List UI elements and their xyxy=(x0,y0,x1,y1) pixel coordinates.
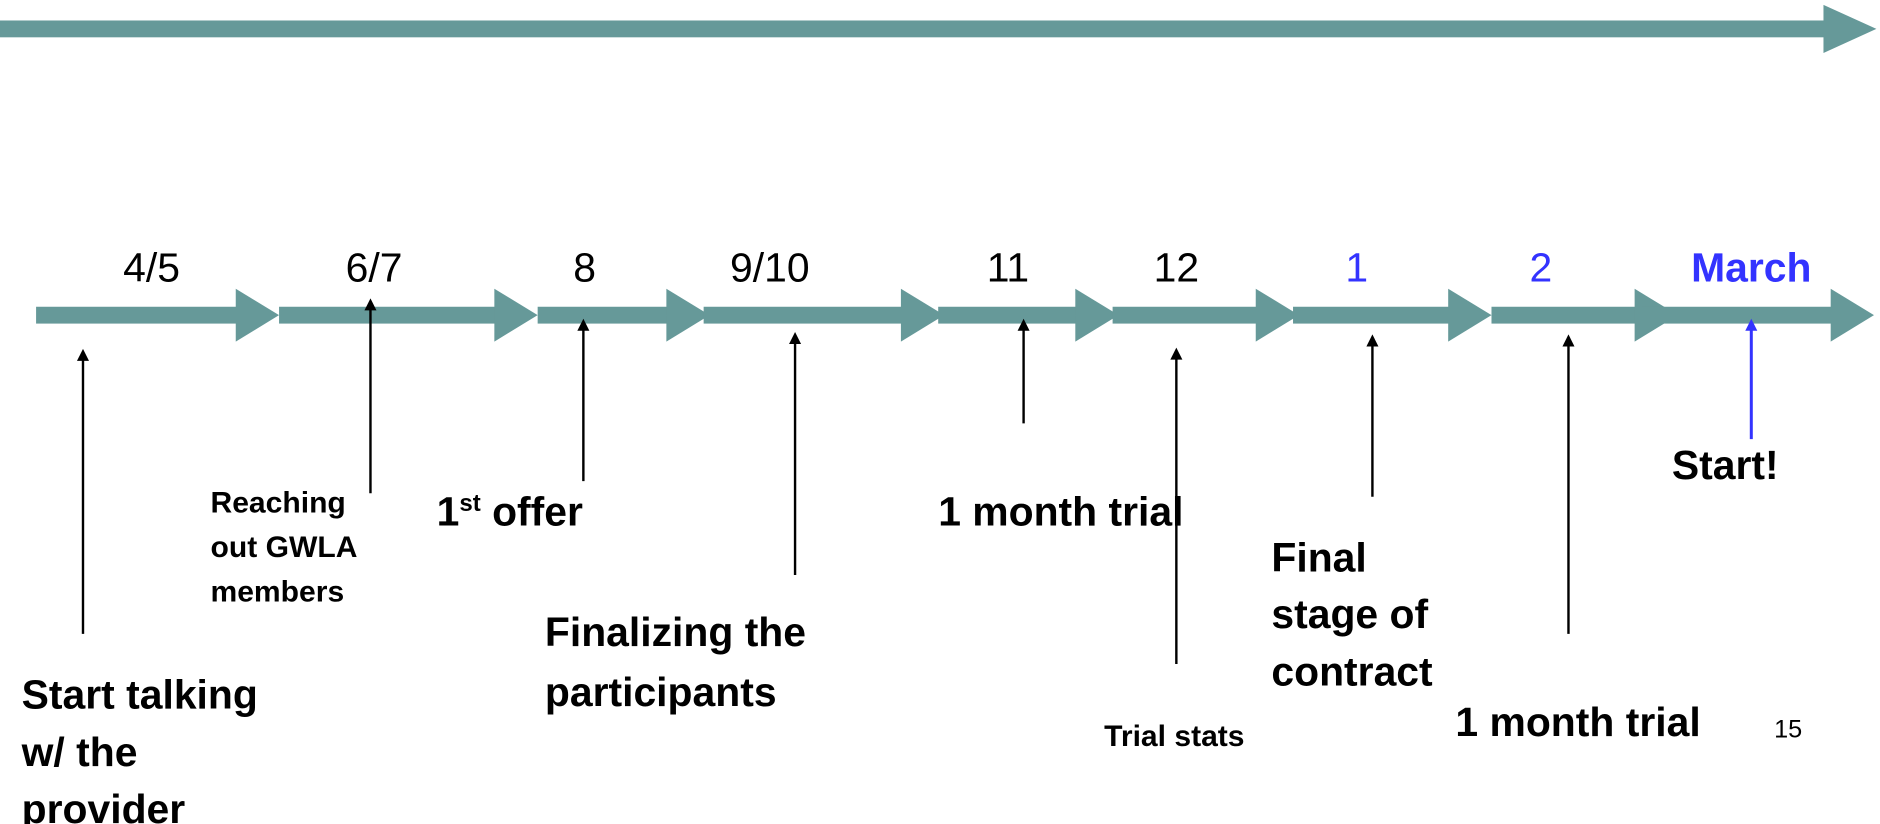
pointer-head xyxy=(1745,318,1758,331)
text: 1 xyxy=(437,489,460,535)
pointer-head xyxy=(1170,347,1183,360)
event-label: participants xyxy=(545,669,777,715)
arrow-head xyxy=(1448,288,1492,342)
arrow-head xyxy=(494,288,538,342)
arrow-shaft xyxy=(1641,306,1832,324)
event-label: out GWLA xyxy=(210,531,357,564)
arrow-shaft xyxy=(703,306,903,324)
month-label: March xyxy=(1691,244,1811,290)
event-label: Final xyxy=(1271,534,1366,580)
pins xyxy=(76,298,1758,664)
pointer-head xyxy=(76,348,90,361)
event-label: 1st offer xyxy=(437,489,583,535)
pointer-head xyxy=(1562,334,1575,347)
month-label: 2 xyxy=(1529,244,1552,290)
month-label: 6/7 xyxy=(346,244,403,290)
month-label: 12 xyxy=(1154,244,1199,290)
arrow-head xyxy=(1075,288,1119,342)
pointer-head xyxy=(1017,318,1030,331)
arrow-head xyxy=(900,288,945,342)
event-label: members xyxy=(210,575,344,608)
month-label: 8 xyxy=(573,244,596,290)
arrow-head xyxy=(235,288,280,342)
event-label: stage of xyxy=(1271,591,1428,637)
month-labels: 4/5 6/7 8 9/10 11 12 1 2 March xyxy=(123,244,1811,290)
superscript: st xyxy=(459,490,480,517)
event-label: contract xyxy=(1271,649,1433,695)
arrow-shaft xyxy=(1491,306,1636,324)
arrow-head xyxy=(666,288,710,342)
arrow-shaft xyxy=(36,306,237,324)
event-label: w/ the xyxy=(21,729,138,775)
arrow-shaft xyxy=(279,306,496,324)
event-label: 1 month trial xyxy=(1455,699,1700,745)
arrow-shaft xyxy=(938,306,1077,324)
month-label: 9/10 xyxy=(730,244,810,290)
event-label: Reaching xyxy=(210,486,345,519)
arrow-head xyxy=(1255,288,1300,342)
month-label: 4/5 xyxy=(123,244,180,290)
pointer-head xyxy=(364,298,377,311)
event-label: 1 month trial xyxy=(938,489,1183,535)
top-arrow xyxy=(0,4,1877,53)
arrow-shaft xyxy=(537,306,668,324)
arrow-head xyxy=(1830,288,1874,342)
pointer-head xyxy=(789,332,802,345)
arrow-shaft xyxy=(1293,306,1450,324)
pointer-head xyxy=(577,318,590,331)
event-label: Trial stats xyxy=(1104,720,1244,753)
event-label: Finalizing the xyxy=(545,609,806,655)
timeline xyxy=(36,288,1874,342)
month-label: 1 xyxy=(1345,244,1368,290)
month-label: 11 xyxy=(987,244,1029,290)
event-label: Start! xyxy=(1672,442,1779,488)
event-label: Start talking xyxy=(22,671,258,717)
pointer-head xyxy=(1366,334,1379,347)
arrow-shaft xyxy=(1112,306,1257,324)
event-label: provider xyxy=(22,786,186,824)
text: offer xyxy=(481,489,583,535)
page-number: 15 xyxy=(1774,715,1802,743)
